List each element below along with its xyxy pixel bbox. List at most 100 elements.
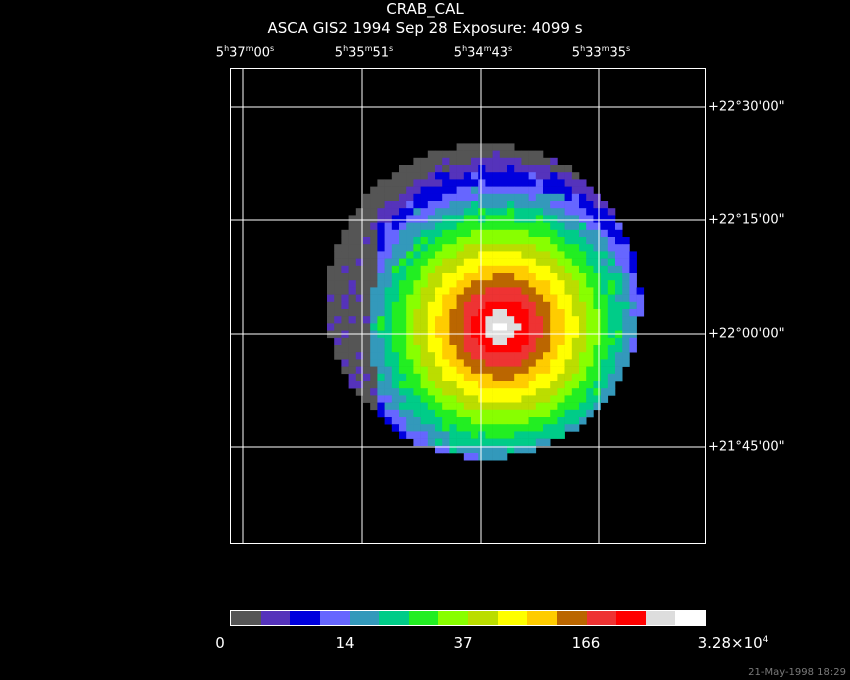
- image-pixel: [399, 345, 407, 353]
- image-pixel: [579, 316, 587, 324]
- image-pixel: [528, 395, 537, 403]
- image-pixel: [456, 244, 465, 252]
- image-pixel: [449, 388, 457, 396]
- image-pixel: [420, 287, 429, 295]
- image-pixel: [471, 438, 479, 447]
- image-pixel: [593, 402, 601, 411]
- image-pixel: [348, 345, 357, 353]
- image-pixel: [384, 179, 393, 187]
- image-pixel: [471, 280, 479, 288]
- image-pixel: [334, 337, 342, 346]
- image-pixel: [406, 273, 414, 281]
- image-pixel: [391, 193, 400, 202]
- image-pixel: [406, 366, 414, 375]
- image-pixel: [600, 251, 609, 259]
- image-pixel: [600, 316, 609, 324]
- image-pixel: [456, 301, 465, 310]
- image-pixel: [507, 409, 515, 418]
- image-pixel: [557, 373, 565, 382]
- image-pixel: [435, 301, 443, 310]
- image-pixel: [463, 417, 472, 425]
- image-pixel: [478, 409, 486, 418]
- image-pixel: [478, 345, 486, 353]
- image-pixel: [564, 273, 573, 281]
- image-pixel: [334, 265, 342, 274]
- image-pixel: [370, 251, 378, 259]
- image-pixel: [521, 287, 529, 295]
- image-pixel: [391, 251, 400, 259]
- image-pixel: [629, 273, 637, 281]
- image-pixel: [586, 323, 594, 331]
- image-pixel: [543, 359, 551, 367]
- image-pixel: [550, 193, 558, 202]
- image-pixel: [449, 337, 457, 346]
- image-pixel: [435, 237, 443, 245]
- image-pixel: [543, 222, 551, 231]
- image-pixel: [600, 323, 609, 331]
- image-pixel: [463, 215, 472, 223]
- image-pixel: [427, 150, 436, 159]
- image-pixel: [622, 352, 630, 360]
- image-pixel: [607, 244, 616, 252]
- image-pixel: [420, 201, 429, 209]
- image-pixel: [370, 301, 378, 310]
- image-pixel: [377, 359, 385, 367]
- image-pixel: [427, 258, 436, 267]
- image-pixel: [348, 280, 357, 288]
- image-pixel: [348, 265, 357, 274]
- image-pixel: [471, 251, 479, 259]
- image-pixel: [456, 208, 465, 216]
- image-pixel: [622, 251, 630, 259]
- image-pixel: [478, 172, 486, 180]
- image-pixel: [543, 208, 551, 216]
- image-pixel: [463, 438, 472, 447]
- image-pixel: [435, 273, 443, 281]
- image-pixel: [514, 237, 522, 245]
- image-pixel: [579, 337, 587, 346]
- image-pixel: [463, 251, 472, 259]
- image-pixel: [550, 409, 558, 418]
- image-pixel: [391, 424, 400, 432]
- image-pixel: [391, 273, 400, 281]
- image-pixel: [384, 337, 393, 346]
- image-pixel: [413, 373, 421, 382]
- image-pixel: [550, 186, 558, 195]
- image-pixel: [420, 316, 429, 324]
- image-pixel: [463, 244, 472, 252]
- image-pixel: [543, 287, 551, 295]
- image-pixel: [615, 301, 623, 310]
- image-pixel: [442, 244, 450, 252]
- image-pixel: [471, 359, 479, 367]
- image-pixel: [586, 208, 594, 216]
- image-pixel: [406, 359, 414, 367]
- image-pixel: [355, 280, 364, 288]
- image-pixel: [471, 273, 479, 281]
- image-pixel: [391, 381, 400, 389]
- image-pixel: [384, 409, 393, 418]
- image-pixel: [370, 402, 378, 411]
- colorbar-label-max: 3.28×104: [697, 634, 769, 652]
- image-pixel: [607, 229, 616, 238]
- image-pixel: [600, 395, 609, 403]
- image-pixel: [499, 438, 508, 447]
- image-pixel: [492, 352, 501, 360]
- image-pixel: [557, 179, 565, 187]
- image-pixel: [485, 143, 493, 151]
- image-pixel: [600, 208, 609, 216]
- image-pixel: [507, 337, 515, 346]
- image-pixel: [456, 409, 465, 418]
- image-pixel: [507, 424, 515, 432]
- image-pixel: [413, 417, 421, 425]
- image-pixel: [420, 366, 429, 375]
- image-pixel: [550, 366, 558, 375]
- image-pixel: [427, 222, 436, 231]
- image-pixel: [615, 273, 623, 281]
- image-pixel: [485, 445, 493, 454]
- image-pixel: [514, 215, 522, 223]
- image-pixel: [579, 208, 587, 216]
- image-pixel: [377, 352, 385, 360]
- image-pixel: [535, 316, 544, 324]
- image-pixel: [478, 215, 486, 223]
- image-pixel: [557, 165, 565, 173]
- image-pixel: [485, 453, 493, 461]
